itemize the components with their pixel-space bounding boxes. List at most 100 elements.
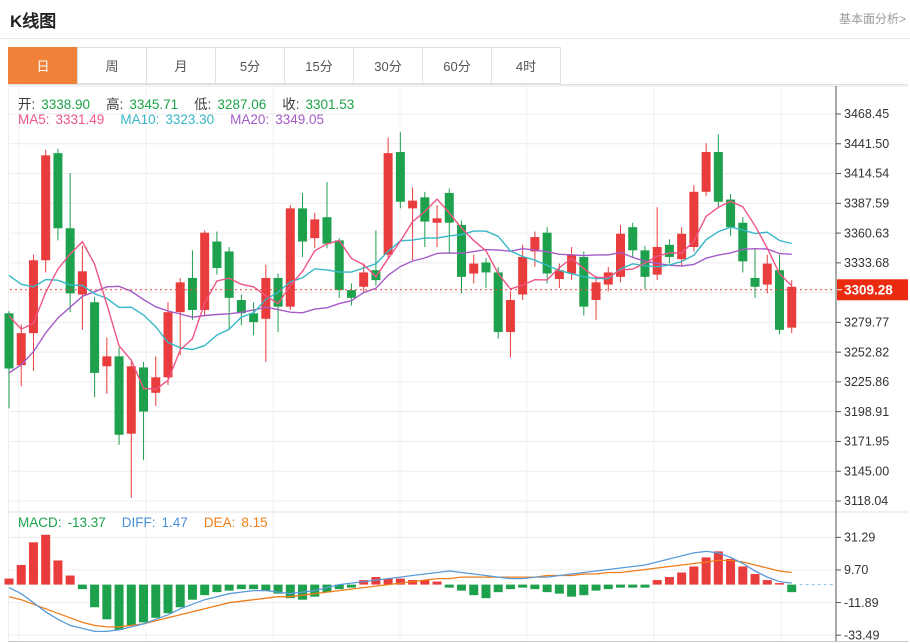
macd-segment: DEA: [203, 515, 236, 530]
price-tick-label: 3171.95 [844, 435, 889, 449]
tab-30分[interactable]: 30分 [353, 47, 423, 84]
candle-body [126, 366, 136, 434]
ma5-line [8, 198, 793, 391]
macd-bar [689, 566, 699, 585]
candle-body [432, 218, 442, 223]
tab-4时[interactable]: 4时 [491, 47, 561, 84]
candle-body [322, 217, 332, 244]
macd-bar [395, 578, 405, 585]
candle-body [457, 224, 467, 277]
macd-bar [77, 584, 87, 590]
candle-body [518, 256, 528, 295]
macd-bar [114, 584, 124, 630]
candle-body [664, 244, 674, 257]
candle-body [28, 260, 38, 334]
macd-bar [542, 584, 552, 593]
macd-bar [65, 575, 75, 585]
candle-body [65, 228, 75, 294]
price-tick-label: 3198.91 [844, 405, 889, 419]
candle-body [383, 153, 393, 255]
candle-body [41, 155, 51, 261]
macd-bar [102, 584, 112, 620]
kline-chart: 3468.45 3441.50 3414.54 3387.59 3360.63 3333.… [4, 85, 908, 642]
macd-bar [200, 584, 210, 596]
candle-body [628, 227, 638, 251]
macd-bar [554, 584, 564, 594]
macd-bar [713, 551, 723, 585]
tab-周[interactable]: 周 [77, 47, 147, 84]
tab-15分[interactable]: 15分 [284, 47, 354, 84]
candle-body [16, 333, 26, 366]
ohlc-segment: 收: [282, 97, 300, 112]
candle-body [787, 286, 797, 328]
ohlc-segment: 低: [194, 97, 212, 112]
macd-bar [628, 584, 638, 588]
last-price-box [837, 279, 908, 301]
candle-body [298, 208, 308, 242]
macd-bar [567, 584, 577, 597]
macd-tick-label: -11.89 [844, 596, 879, 610]
macd-bar [420, 580, 430, 585]
price-tick-label: 3225.86 [844, 375, 889, 389]
candle-body [505, 300, 515, 333]
candle-body [689, 191, 699, 248]
candle-body [114, 356, 124, 435]
ma-segment: 3331.49 [55, 112, 105, 127]
macd-bar [139, 584, 149, 623]
candle-body [567, 254, 577, 274]
candle-body [346, 290, 356, 298]
tab-5分[interactable]: 5分 [215, 47, 285, 84]
macd-bar [28, 542, 38, 585]
candle-body [175, 282, 185, 313]
candle-body [493, 272, 503, 333]
tab-60分[interactable]: 60分 [422, 47, 492, 84]
candle-body [102, 356, 112, 367]
macd-bar [249, 584, 259, 590]
price-tick-label: 3333.68 [844, 256, 889, 270]
ohlc-segment: 高: [106, 97, 124, 112]
macd-bar [640, 584, 650, 588]
candle-body [554, 270, 564, 280]
macd-bar [408, 580, 418, 585]
fundamental-analysis-link[interactable]: 基本面分析> [838, 12, 906, 26]
ma-segment: MA10: [120, 112, 160, 127]
price-tick-label: 3414.54 [844, 167, 889, 181]
candle-body [774, 270, 784, 330]
candle-body [371, 270, 381, 281]
macd-bar [359, 580, 369, 585]
ma-segment: MA20: [230, 112, 270, 127]
macd-bar [163, 584, 173, 614]
macd-bar [432, 581, 442, 585]
tab-日[interactable]: 日 [8, 47, 78, 84]
candle-body [542, 232, 552, 274]
ma-info-row: MA5: 3331.49 MA10: 3323.30 MA20: 3349.05 [18, 112, 330, 127]
header-separator [0, 38, 910, 39]
macd-bar [505, 584, 515, 590]
macd-bar [346, 584, 356, 588]
macd-bar [175, 584, 185, 608]
candle-body [713, 152, 723, 202]
period-tab-bar: 日周月 5分 15分 30分 60分 4时 [8, 47, 561, 84]
macd-bar [4, 578, 14, 585]
candle-body [212, 241, 222, 269]
candle-body [151, 377, 161, 393]
tab-strip-bottom-border [8, 84, 908, 85]
candle-body [4, 313, 14, 369]
ohlc-segment: 3301.53 [305, 97, 355, 112]
candle-body [236, 300, 246, 314]
candle-body [444, 192, 454, 223]
macd-tick-label: 31.29 [844, 531, 875, 545]
macd-tick-label: -33.49 [844, 628, 879, 642]
macd-bar [762, 580, 772, 585]
macd-bar [493, 584, 503, 593]
ohlc-segment: 开: [18, 97, 36, 112]
price-tick-label: 3252.82 [844, 345, 889, 359]
macd-segment: DIFF: [121, 515, 156, 530]
candle-body [261, 277, 271, 319]
candle-body [469, 263, 479, 274]
macd-bar [664, 577, 674, 585]
tab-月[interactable]: 月 [146, 47, 216, 84]
ma20-line [8, 247, 792, 374]
macd-bar [224, 584, 234, 591]
macd-bar [236, 584, 246, 590]
